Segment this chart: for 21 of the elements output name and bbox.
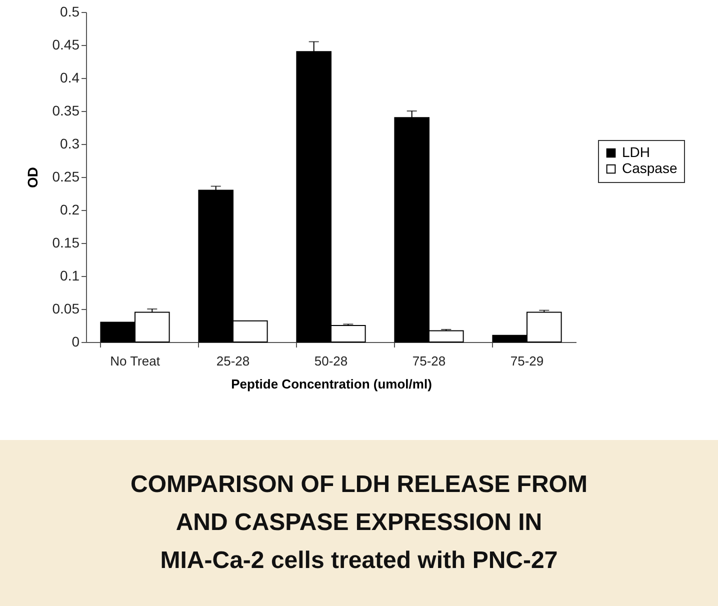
y-tick-label: 0.05 [52,300,80,316]
x-tick-label: 50-28 [314,354,348,368]
y-axis-title: OD [24,167,40,188]
y-tick-label: 0.4 [60,70,80,86]
y-tick-label: 0.5 [60,4,80,20]
x-tick-label: 75-28 [412,354,446,368]
y-tick-label: 0.2 [60,202,80,218]
legend-label: LDH [622,144,650,160]
legend-label: Caspase [622,160,678,176]
y-tick-label: 0.45 [52,36,80,52]
x-tick-label: No Treat [110,354,160,368]
y-tick-label: 0.1 [60,268,80,284]
y-tick-label: 0.15 [52,234,80,250]
y-tick-label: 0.35 [52,102,80,118]
x-tick-label: 25-28 [216,354,250,368]
x-axis-title: Peptide Concentration (umol/ml) [231,376,432,392]
text: COMPARISON OF LDH RELEASE FROM AND CASPASE EXPRESSION IN MIA-Ca-2 cells treated with PNC-27 [0,440,718,606]
y-tick-label: 0.3 [60,136,80,152]
x-tick-label: 75-29 [510,354,544,368]
y-tick-label: 0 [72,334,80,350]
y-tick-label: 0.25 [52,168,80,184]
